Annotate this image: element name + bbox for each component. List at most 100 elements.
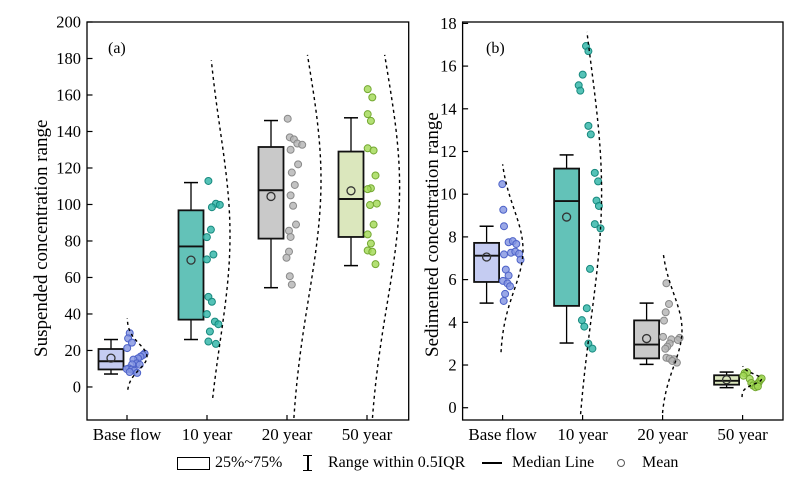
box-group-10-year [177,60,231,399]
legend-label-iqr: 25%~75% [215,454,283,471]
y-tick-label: 80 [65,231,82,250]
distribution-curve [293,54,322,419]
y-axis-title-panel-a: Suspended concentration range [31,119,52,357]
scatter-point [659,332,667,341]
y-tick-label: 100 [56,195,81,214]
mean-marker [186,255,196,265]
scatter-point [369,220,378,229]
scatter-point [580,322,589,331]
legend: 25%~75% Range within 0.5IQR Median Line … [0,448,794,478]
y-tick-label: 4 [448,313,456,332]
scatter-point [660,316,668,325]
scatter-point [739,371,748,380]
scatter-point [207,203,216,212]
y-tick-label: 8 [448,227,456,246]
scatter-point [590,168,599,177]
y-tick-label: 20 [65,341,82,360]
iqr-box [553,167,580,307]
scatter-point [499,205,508,214]
scatter-point [123,344,132,353]
scatter-point [282,253,291,262]
scatter-point [371,260,380,269]
y-tick-label: 60 [65,268,82,287]
legend-item-mean: Mean [617,448,678,478]
whisker-icon [303,455,312,471]
y-tick-label: 2 [448,356,456,375]
mean-marker [641,333,652,344]
scatter-point [512,239,521,248]
x-tick-label: Base flow [468,425,537,444]
distribution-curve [371,54,401,419]
scatter-point [366,201,374,210]
y-tick-label: 200 [56,13,81,32]
legend-item-iqr-box: 25%~75% [177,448,282,478]
iqr-box [257,146,285,240]
scatter-point [368,247,377,256]
scatter-point [283,114,292,123]
y-tick-label: 12 [440,142,457,161]
box-group-50-year [337,54,401,419]
scatter-point [369,146,378,155]
scatter-point [499,296,508,305]
panel-a-label: (a) [108,40,126,57]
y-tick-label: 0 [73,377,81,396]
scatter-point [211,339,220,348]
scatter-point [498,180,507,189]
mean-circle-icon [617,459,625,467]
x-tick-label: 20 year [262,425,313,444]
scatter-point [584,121,593,130]
legend-label-mean: Mean [642,454,679,471]
scatter-point [204,176,213,185]
scatter-point [501,289,510,298]
scatter-point [204,337,213,346]
distribution-curve [126,317,148,390]
scatter-point [363,185,372,194]
legend-item-median: Median Line [482,448,594,478]
scatter-point [206,225,215,234]
mean-marker [266,191,276,202]
scatter-point [582,304,591,313]
scatter-point [506,282,514,291]
y-tick-label: 160 [56,85,81,104]
scatter-point [578,70,587,79]
median-line-icon [482,462,502,464]
scatter-point [363,110,372,119]
box-group-20-year [633,253,684,414]
scatter-point [586,264,594,273]
distribution-curve [579,31,603,415]
scatter-point [372,199,381,208]
box-group-10-year [553,31,605,415]
panel-frame [461,21,784,421]
box-group-base-flow [97,317,149,390]
scatter-point [202,255,211,264]
iqr-box [633,319,660,360]
scatter-point [287,168,296,177]
mean-marker [346,186,356,196]
scatter-point [286,145,295,154]
y-tick-label: 14 [440,99,457,118]
legend-label-median: Median Line [512,454,595,471]
y-tick-label: 140 [56,122,81,141]
y-tick-label: 0 [448,398,456,417]
box-group-base-flow [473,164,525,353]
scatter-point [286,232,295,241]
box-group-50-year [713,365,766,398]
x-tick-label: 20 year [637,425,688,444]
scatter-point [290,180,299,189]
iqr-box [177,209,205,321]
scatter-point [363,230,372,239]
scatter-point [594,177,603,186]
scatter-point [500,250,508,259]
y-axis-title-panel-b: Sedimented concentration range [422,112,443,357]
mean-marker [561,212,572,222]
scatter-point [662,279,671,288]
y-tick-label: 6 [448,270,456,289]
scatter-point [673,336,682,345]
x-tick-label: 10 year [182,425,233,444]
scatter-point [133,368,142,377]
scatter-point [287,280,296,289]
distribution-curve [210,60,231,399]
x-tick-label: 50 year [342,425,393,444]
scatter-point [661,344,670,353]
